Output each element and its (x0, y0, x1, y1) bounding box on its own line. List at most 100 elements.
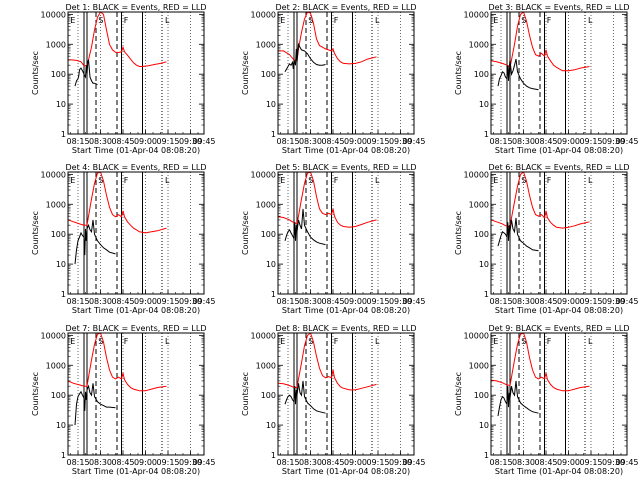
panel-title: Det 1: BLACK = Events, RED = LLD (66, 3, 207, 12)
x-tick-label: 09:30 (179, 458, 202, 467)
x-tick-label: 09:00 (557, 458, 580, 467)
x-tick-label: 09:15 (366, 458, 389, 467)
plot-frame (490, 11, 628, 135)
series-events (497, 58, 539, 91)
region-label: E (280, 16, 285, 25)
y-tick-label: 1 (61, 290, 66, 299)
plot-frame (67, 11, 205, 135)
series-events (497, 217, 539, 252)
region-label: F (124, 337, 129, 346)
x-tick-label: 08:45 (321, 297, 344, 306)
y-tick-label: 100 (51, 230, 66, 239)
region-label: F (547, 16, 552, 25)
x-tick-label: 08:45 (111, 458, 134, 467)
region-label: E (493, 176, 498, 185)
plot-frame (490, 332, 628, 456)
x-tick-label: 08:45 (534, 458, 557, 467)
y-tick-label: 1000 (469, 40, 489, 49)
panel-title: Det 7: BLACK = Events, RED = LLD (66, 324, 207, 333)
y-axis-label: Counts/sec (454, 211, 463, 255)
region-label: L (588, 176, 593, 185)
series-lld (491, 333, 590, 392)
x-tick-label: 09:30 (602, 137, 625, 146)
region-label: F (547, 337, 552, 346)
plot-frame (67, 171, 205, 295)
x-axis-label: Start Time (01-Apr-04 08:08:20) (282, 306, 410, 315)
x-tick-label: 08:30 (299, 137, 322, 146)
y-tick-label: 10 (56, 421, 66, 430)
series-lld (491, 172, 590, 229)
region-label: F (334, 16, 339, 25)
y-tick-label: 10 (479, 260, 489, 269)
y-tick-label: 1 (61, 451, 66, 460)
x-tick-label: 09:15 (156, 137, 179, 146)
x-tick-label: 09:45 (192, 458, 215, 467)
region-label: E (493, 337, 498, 346)
y-tick-label: 100 (474, 70, 489, 79)
plot-frame (67, 332, 205, 456)
region-label: F (124, 16, 129, 25)
x-tick-label: 09:00 (557, 137, 580, 146)
y-tick-label: 100 (474, 391, 489, 400)
region-label: E (70, 337, 75, 346)
region-label: L (375, 176, 380, 185)
x-tick-label: 08:30 (89, 137, 112, 146)
series-events (74, 383, 116, 426)
series-events (497, 380, 539, 417)
region-label: S (98, 337, 103, 346)
y-tick-label: 1000 (256, 361, 276, 370)
y-tick-label: 1 (271, 290, 276, 299)
y-tick-label: 10000 (464, 170, 489, 179)
y-tick-label: 10000 (251, 331, 276, 340)
y-tick-label: 1000 (469, 200, 489, 209)
y-tick-label: 1 (271, 130, 276, 139)
y-tick-label: 1000 (256, 40, 276, 49)
x-tick-label: 09:15 (579, 458, 602, 467)
x-tick-label: 08:45 (111, 297, 134, 306)
region-label: S (521, 176, 526, 185)
y-tick-label: 10 (479, 421, 489, 430)
x-axis-label: Start Time (01-Apr-04 08:08:20) (495, 306, 623, 315)
x-tick-label: 09:45 (402, 137, 425, 146)
x-tick-label: 08:15 (66, 458, 89, 467)
y-tick-label: 10000 (41, 10, 66, 19)
x-axis-label: Start Time (01-Apr-04 08:08:20) (495, 146, 623, 155)
y-tick-label: 10000 (41, 331, 66, 340)
x-axis-label: Start Time (01-Apr-04 08:08:20) (72, 146, 200, 155)
x-tick-label: 08:30 (512, 137, 535, 146)
y-tick-label: 1 (271, 451, 276, 460)
y-tick-label: 1 (484, 451, 489, 460)
y-tick-label: 1 (61, 130, 66, 139)
x-tick-label: 09:30 (602, 297, 625, 306)
x-tick-label: 09:45 (615, 458, 638, 467)
x-tick-label: 08:30 (512, 297, 535, 306)
panel-title: Det 9: BLACK = Events, RED = LLD (489, 324, 630, 333)
region-label: L (375, 16, 380, 25)
series-lld (68, 333, 167, 392)
y-tick-label: 10000 (251, 170, 276, 179)
x-tick-label: 09:00 (134, 297, 157, 306)
y-tick-label: 10 (266, 421, 276, 430)
panel-title: Det 3: BLACK = Events, RED = LLD (489, 3, 630, 12)
region-label: E (70, 16, 75, 25)
y-tick-label: 100 (51, 70, 66, 79)
region-label: E (70, 176, 75, 185)
x-tick-label: 08:15 (489, 458, 512, 467)
y-tick-label: 1000 (469, 361, 489, 370)
x-tick-label: 09:15 (366, 297, 389, 306)
region-label: S (521, 337, 526, 346)
y-axis-label: Counts/sec (454, 51, 463, 95)
x-tick-label: 09:00 (344, 137, 367, 146)
x-axis-label: Start Time (01-Apr-04 08:08:20) (72, 306, 200, 315)
region-label: F (334, 337, 339, 346)
x-tick-label: 09:30 (179, 297, 202, 306)
series-events (284, 380, 326, 414)
series-events (284, 42, 326, 73)
y-tick-label: 10 (266, 100, 276, 109)
y-tick-label: 10 (56, 260, 66, 269)
x-tick-label: 09:30 (602, 458, 625, 467)
